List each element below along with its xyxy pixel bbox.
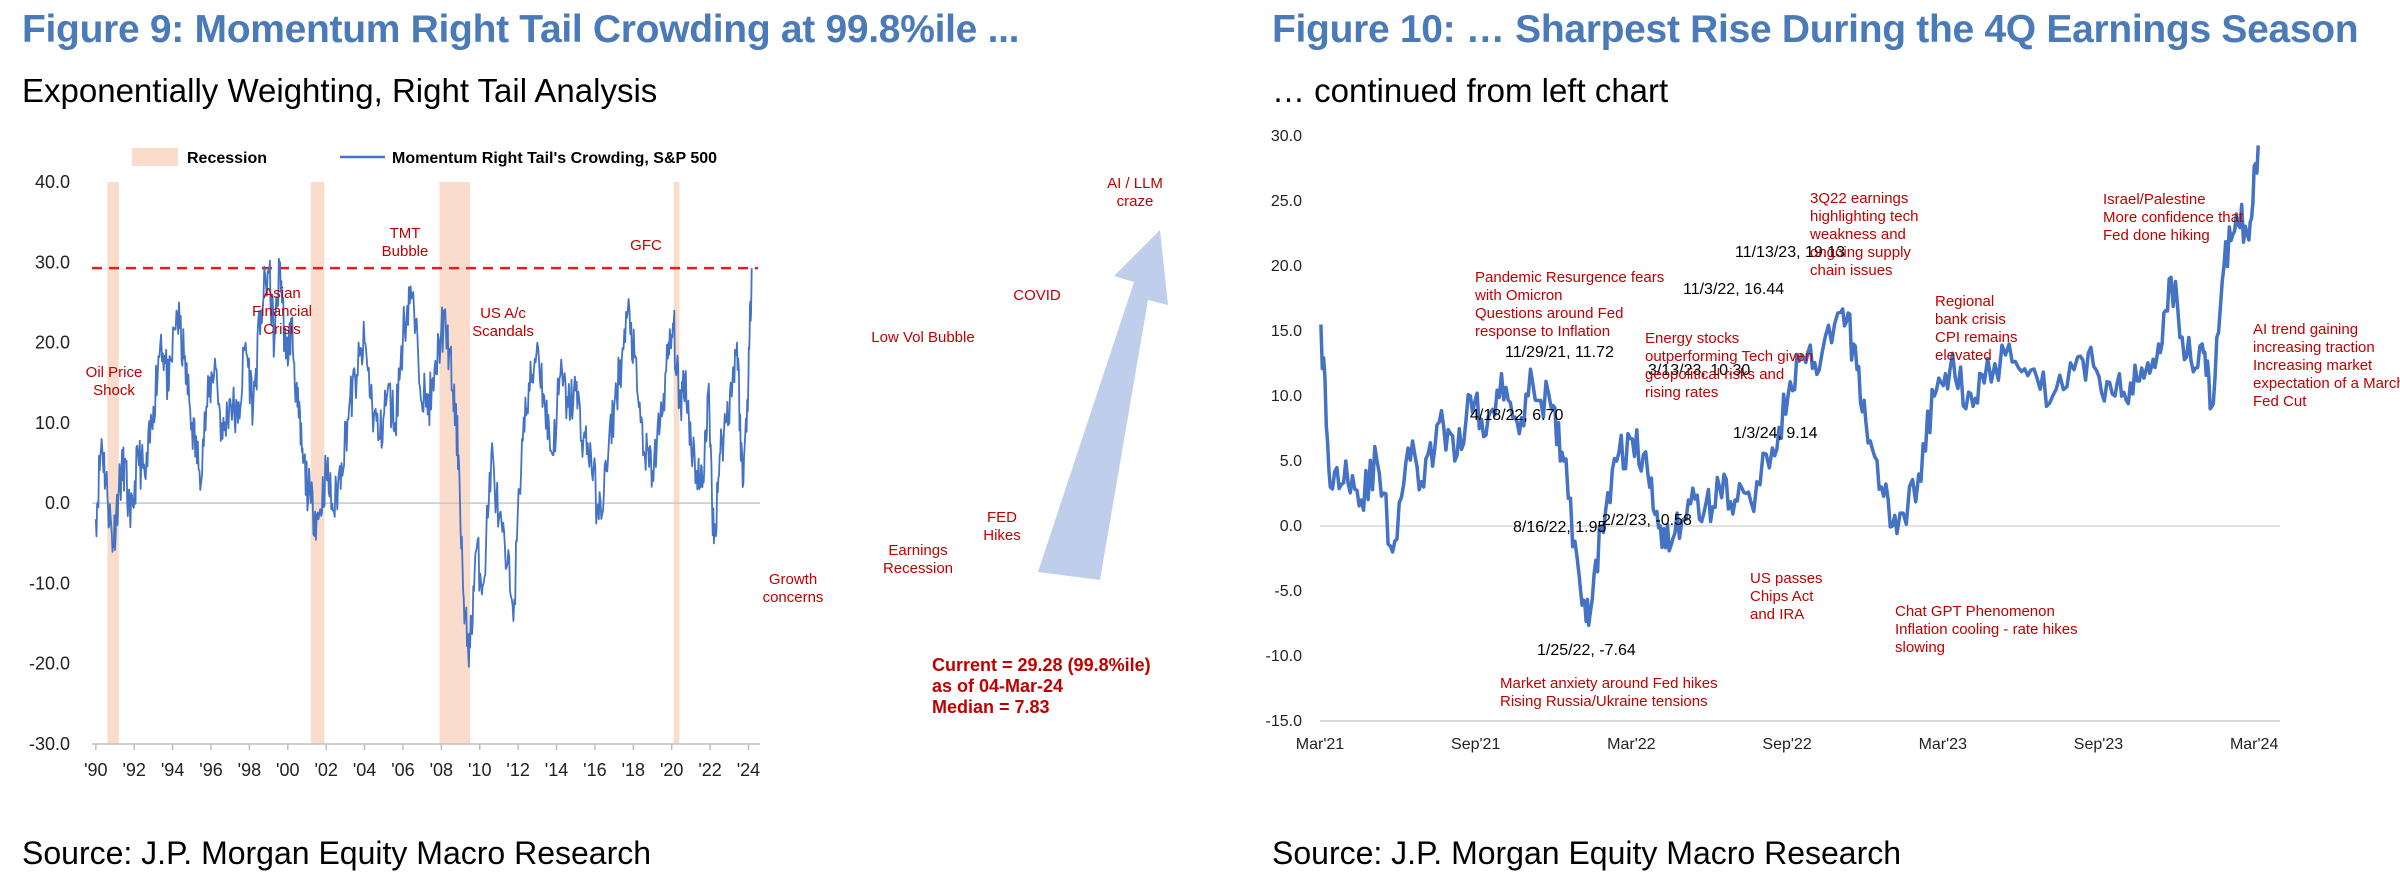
momentum-crowding-series (94, 257, 753, 668)
y-tick-label: -10.0 (1266, 648, 1303, 665)
recession-band (673, 182, 680, 744)
x-tick-label: '90 (84, 760, 107, 780)
y-tick-label: -15.0 (1266, 713, 1303, 730)
legend-recession-swatch (132, 148, 178, 166)
left-chart: 40.0 30.0 20.0 10.0 0.0 -10.0 -20.0 -30.0 '90 '92… (29, 148, 1168, 780)
event-annotation: Israel/Palestine More confidence that Fed … (2103, 191, 2244, 244)
x-tick-label: '04 (353, 760, 376, 780)
point-value-label: 1/25/22, -7.64 (1537, 642, 1636, 659)
x-tick-label: Sep'22 (1762, 736, 1811, 753)
event-annotation: Asian Financial Crisis (252, 285, 312, 338)
x-tick-label: Mar'21 (1296, 736, 1345, 753)
right-source-note: Source: J.P. Morgan Equity Macro Researc… (1272, 835, 1902, 871)
point-value-label: 11/13/23, 19.13 (1735, 244, 1845, 261)
y-tick-label: 10.0 (1271, 388, 1302, 405)
point-value-label: 2/2/23, -0.58 (1602, 512, 1692, 529)
x-tick-label: Sep'23 (2074, 736, 2123, 753)
y-tick-label: 30.0 (1271, 128, 1302, 145)
point-value-label: 1/3/24, 9.14 (1733, 425, 1818, 442)
momentum-crowding-series (1319, 145, 2260, 628)
x-tick-label: Mar'23 (1919, 736, 1968, 753)
right-figure-title: Figure 10: … Sharpest Rise During the 4Q… (1272, 8, 2359, 51)
event-annotation: Chat GPT Phenomenon Inflation cooling - r… (1895, 603, 2078, 656)
x-tick-label: '92 (122, 760, 145, 780)
point-value-label: 11/29/21, 11.72 (1505, 344, 1614, 361)
left-source-note: Source: J.P. Morgan Equity Macro Researc… (22, 835, 652, 871)
event-annotation: AI trend gaining increasing traction Incre… (2253, 321, 2400, 410)
x-tick-label: Sep'21 (1451, 736, 1500, 753)
event-annotation: Market anxiety around Fed hikes Rising Ru… (1500, 675, 1718, 710)
right-figure-subtitle: … continued from left chart (1272, 72, 1669, 109)
recession-band (107, 182, 119, 744)
event-annotation: COVID (1013, 287, 1061, 304)
x-tick-label: '22 (698, 760, 721, 780)
event-annotation: Earnings Recession (883, 542, 953, 577)
x-tick-label: '12 (506, 760, 529, 780)
x-tick-label: '94 (161, 760, 184, 780)
event-annotation: Current = 29.28 (99.8%ile) as of 04-Mar-2… (932, 655, 1151, 717)
x-tick-label: '02 (314, 760, 337, 780)
x-tick-label: '06 (391, 760, 414, 780)
x-tick-label: '18 (622, 760, 645, 780)
point-value-label: 3/13/23, 10.30 (1648, 362, 1750, 379)
event-annotation: US A/c Scandals (472, 305, 534, 340)
event-annotation: Growth concerns (763, 571, 824, 606)
left-figure-subtitle: Exponentially Weighting, Right Tail Anal… (22, 72, 658, 109)
y-tick-label: -5.0 (1274, 583, 1302, 600)
y-tick-label: 5.0 (1280, 453, 1302, 470)
y-tick-label: 40.0 (35, 172, 70, 192)
y-tick-label: -10.0 (29, 573, 70, 593)
right-chart: 30.0 25.0 20.0 15.0 10.0 5.0 0.0 -5.0 -10.0 -15.0… (1266, 128, 2400, 753)
y-tick-label: 0.0 (1280, 518, 1302, 535)
x-tick-label: '24 (737, 760, 760, 780)
event-annotation: TMT Bubble (382, 225, 429, 260)
y-tick-label: 25.0 (1271, 193, 1302, 210)
point-value-label: 4/18/22, 6.70 (1470, 407, 1564, 424)
x-tick-label: '00 (276, 760, 299, 780)
x-tick-label: '98 (238, 760, 261, 780)
legend-series-label: Momentum Right Tail's Crowding, S&P 500 (392, 150, 717, 167)
event-annotation: Energy stocks outperforming Tech given geo… (1645, 330, 1813, 401)
left-figure-title: Figure 9: Momentum Right Tail Crowding a… (22, 8, 1020, 51)
x-tick-label: Mar'22 (1607, 736, 1656, 753)
y-tick-label: 0.0 (45, 493, 70, 513)
event-annotation: US passes Chips Act and IRA (1750, 570, 1823, 623)
event-annotation: Regional bank crisis CPI remains elevated (1935, 293, 2018, 364)
y-tick-label: -30.0 (29, 734, 70, 754)
y-tick-label: 20.0 (1271, 258, 1302, 275)
x-tick-label: '14 (545, 760, 568, 780)
y-tick-label: 20.0 (35, 333, 70, 353)
event-annotation: GFC (630, 237, 662, 254)
ai-trend-arrow (1038, 230, 1168, 580)
event-annotation: Oil Price Shock (86, 364, 143, 399)
x-tick-label: '96 (199, 760, 222, 780)
y-tick-label: -20.0 (29, 654, 70, 674)
y-tick-label: 10.0 (35, 413, 70, 433)
y-tick-label: 15.0 (1271, 323, 1302, 340)
event-annotation: Pandemic Resurgence fears with Omicron Que… (1474, 269, 1664, 340)
point-value-label: 11/3/22, 16.44 (1683, 281, 1784, 298)
event-annotation: FED Hikes (983, 509, 1021, 544)
legend-recession-label: Recession (187, 150, 267, 167)
event-annotation: AI / LLM craze (1107, 175, 1163, 210)
x-tick-label: Mar'24 (2230, 736, 2279, 753)
x-tick-label: '20 (660, 760, 683, 780)
recession-band (310, 182, 325, 744)
x-tick-label: '16 (583, 760, 606, 780)
y-tick-label: 30.0 (35, 252, 70, 272)
right-figure-panel: Figure 10: … Sharpest Rise During the 4Q… (1250, 0, 2400, 885)
recession-band (439, 182, 471, 744)
x-tick-label: '08 (430, 760, 453, 780)
event-annotation: 3Q22 earnings highlighting tech weakness a… (1809, 190, 1918, 279)
event-annotation: Low Vol Bubble (871, 329, 974, 346)
left-figure-panel: Figure 9: Momentum Right Tail Crowding a… (22, 8, 1168, 871)
x-tick-label: '10 (468, 760, 491, 780)
point-value-label: 8/16/22, 1.95 (1513, 519, 1607, 536)
